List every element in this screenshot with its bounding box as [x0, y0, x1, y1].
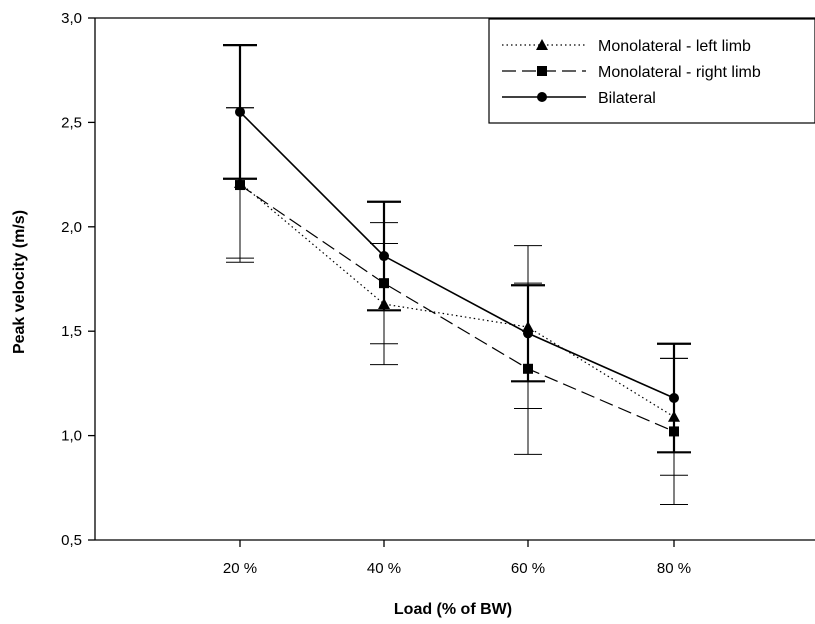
- data-point-circle: [669, 393, 679, 404]
- data-point-circle: [379, 251, 389, 262]
- data-point-square: [235, 180, 245, 191]
- series-line-triangle: [239, 182, 675, 418]
- x-tick-label: 80 %: [657, 560, 691, 577]
- plot-area: [223, 44, 691, 506]
- x-tick-label: 20 %: [223, 560, 257, 577]
- legend-marker-triangle: [536, 39, 548, 50]
- y-tick-label: 1,0: [61, 428, 82, 445]
- x-tick-label: 60 %: [511, 560, 545, 577]
- legend-marker-circle: [537, 92, 547, 102]
- series-line-square: [239, 184, 675, 432]
- legend-label: Bilateral: [598, 90, 656, 107]
- y-tick-label: 3,0: [61, 10, 82, 27]
- legend-label: Monolateral - left limb: [598, 38, 751, 55]
- x-tick-label: 40 %: [367, 560, 401, 577]
- data-point-circle: [523, 328, 533, 339]
- y-tick-label: 0,5: [61, 532, 82, 549]
- legend: Monolateral - left limb Monolateral - rig…: [488, 18, 815, 124]
- y-axis-title: Peak velocity (m/s): [11, 210, 28, 354]
- axes: 0,5 1,0 1,5 2,0 2,5 3,0 20 % 40 % 60 % 80 %: [61, 10, 815, 577]
- legend-label: Monolateral - right limb: [598, 64, 761, 81]
- legend-marker-square: [537, 66, 547, 76]
- y-tick-label: 2,5: [61, 114, 82, 131]
- y-tick-label: 2,0: [61, 219, 82, 236]
- data-point-circle: [235, 106, 245, 117]
- series-line-circle: [239, 111, 675, 399]
- x-axis-title: Load (% of BW): [394, 601, 512, 618]
- y-tick-label: 1,5: [61, 323, 82, 340]
